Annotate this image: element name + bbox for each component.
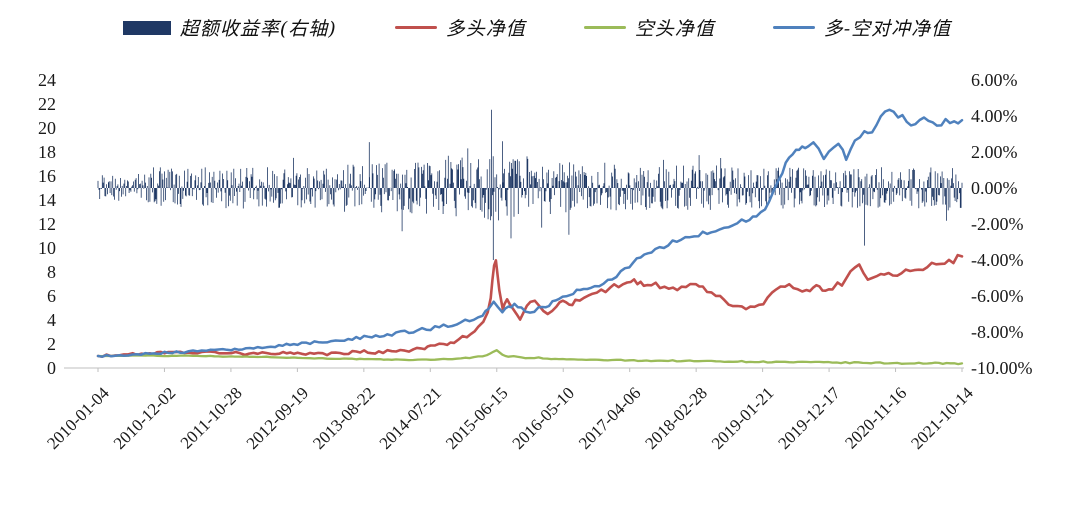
excess-return-bar-swatch (122, 20, 171, 35)
svg-text:2011-10-28: 2011-10-28 (177, 383, 246, 452)
short-nav-line-swatch (583, 26, 626, 29)
legend-item-hedge-nav: 多-空对冲净值 (772, 14, 952, 41)
legend-label-long-nav: 多头净值 (445, 18, 526, 40)
svg-text:2017-04-06: 2017-04-06 (575, 383, 645, 453)
svg-text:6.00%: 6.00% (971, 70, 1018, 90)
svg-text:0: 0 (47, 358, 56, 378)
legend-item-long-nav: 多头净值 (394, 14, 526, 41)
svg-text:2018-02-28: 2018-02-28 (641, 383, 711, 453)
svg-text:10: 10 (38, 238, 56, 258)
long-nav-line-swatch (394, 26, 437, 29)
svg-text:20: 20 (38, 118, 56, 138)
svg-text:2010-01-04: 2010-01-04 (43, 383, 113, 453)
svg-text:2021-10-14: 2021-10-14 (907, 383, 977, 453)
svg-text:2015-06-15: 2015-06-15 (442, 383, 512, 453)
legend-label-excess-return: 超额收益率(右轴) (179, 18, 337, 40)
legend-label-hedge-nav: 多-空对冲净值 (823, 18, 952, 40)
svg-text:6: 6 (47, 286, 56, 306)
legend-item-excess-return: 超额收益率(右轴) (122, 14, 337, 41)
svg-text:12: 12 (38, 214, 56, 234)
svg-text:4: 4 (47, 310, 56, 330)
svg-text:2014-07-21: 2014-07-21 (376, 383, 446, 453)
svg-text:4.00%: 4.00% (971, 106, 1018, 126)
svg-text:2019-12-17: 2019-12-17 (774, 383, 844, 453)
svg-text:-6.00%: -6.00% (971, 286, 1024, 306)
svg-text:2016-05-10: 2016-05-10 (509, 383, 579, 453)
svg-text:2020-11-16: 2020-11-16 (841, 383, 910, 452)
svg-text:8: 8 (47, 262, 56, 282)
svg-text:2013-08-22: 2013-08-22 (309, 383, 379, 453)
svg-text:-4.00%: -4.00% (971, 250, 1024, 270)
legend-label-short-nav: 空头净值 (634, 18, 715, 40)
hedge-nav-line-swatch (772, 26, 815, 29)
svg-text:0.00%: 0.00% (971, 178, 1018, 198)
svg-text:2010-12-02: 2010-12-02 (110, 383, 180, 453)
svg-text:-2.00%: -2.00% (971, 214, 1024, 234)
svg-text:16: 16 (38, 166, 56, 186)
svg-text:18: 18 (38, 142, 56, 162)
svg-text:2: 2 (47, 334, 56, 354)
svg-text:14: 14 (38, 190, 56, 210)
svg-text:-10.00%: -10.00% (971, 358, 1033, 378)
svg-text:2.00%: 2.00% (971, 142, 1018, 162)
svg-text:24: 24 (38, 70, 56, 90)
svg-text:2019-01-21: 2019-01-21 (708, 383, 778, 453)
legend-item-short-nav: 空头净值 (583, 14, 715, 41)
svg-text:22: 22 (38, 94, 56, 114)
svg-text:-8.00%: -8.00% (971, 322, 1024, 342)
legend: 超额收益率(右轴) 多头净值 空头净值 多-空对冲净值 (0, 14, 1074, 41)
svg-text:2012-09-19: 2012-09-19 (243, 383, 313, 453)
